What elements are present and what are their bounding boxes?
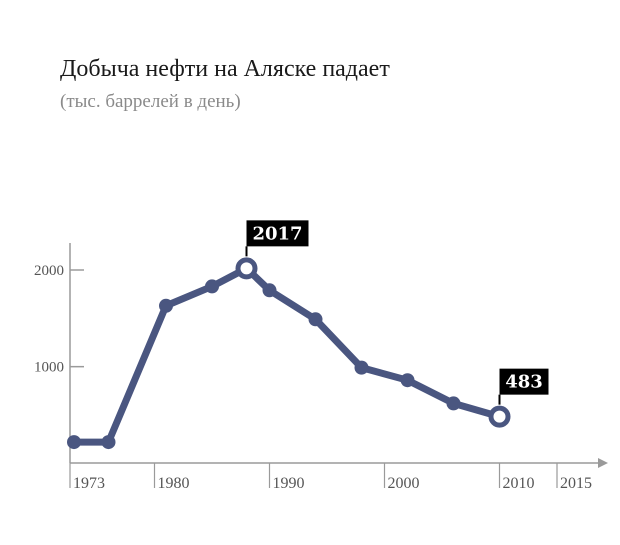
x-tick-label: 2010: [503, 475, 535, 492]
callout-label: 483: [505, 372, 543, 393]
x-tick-label: 2015: [560, 475, 592, 492]
x-tick-label: 1980: [158, 475, 190, 492]
callout-box: [246, 220, 309, 247]
y-tick-label: 1000: [34, 360, 64, 376]
data-point-highlight: [488, 405, 511, 428]
data-point: [205, 279, 219, 294]
data-point: [101, 435, 116, 450]
data-point: [67, 435, 81, 450]
data-point: [308, 312, 323, 327]
x-tick-label: 1973: [73, 475, 105, 492]
chart-subtitle: (тыс. баррелей в день): [60, 91, 241, 112]
y-tick-label: 2000: [34, 263, 64, 279]
x-axis-arrow: [598, 458, 608, 468]
series-line: [70, 264, 503, 446]
callout-box: [499, 368, 549, 395]
data-point: [262, 283, 277, 298]
x-tick-label: 2000: [388, 475, 420, 492]
data-point: [159, 298, 173, 313]
data-point: [354, 360, 369, 375]
callout-label: 2017: [252, 223, 302, 244]
x-tick-label: 1990: [273, 475, 305, 492]
data-point: [400, 373, 415, 388]
data-point: [446, 396, 461, 411]
data-point-highlight: [235, 257, 258, 280]
chart-title: Добыча нефти на Аляске падает: [60, 56, 390, 82]
